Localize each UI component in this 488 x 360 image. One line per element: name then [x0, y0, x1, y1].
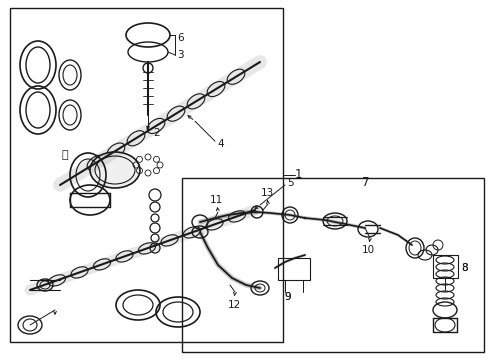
Text: 9: 9	[284, 292, 290, 302]
Text: 13: 13	[261, 188, 274, 198]
Text: 4: 4	[217, 139, 223, 149]
Text: 10: 10	[361, 245, 374, 255]
Text: 2: 2	[153, 128, 159, 138]
Ellipse shape	[323, 213, 346, 229]
Text: 8: 8	[460, 263, 467, 273]
Text: 12: 12	[227, 300, 241, 310]
Text: 3: 3	[177, 50, 183, 60]
Text: ➿: ➿	[62, 150, 68, 160]
Text: 11: 11	[209, 195, 223, 205]
Text: 8: 8	[460, 263, 467, 273]
Ellipse shape	[90, 152, 140, 188]
Text: 7: 7	[361, 176, 369, 189]
Text: 6: 6	[177, 33, 183, 43]
Text: 9: 9	[284, 292, 290, 302]
Text: 5: 5	[286, 178, 293, 188]
Text: 1: 1	[294, 168, 302, 181]
